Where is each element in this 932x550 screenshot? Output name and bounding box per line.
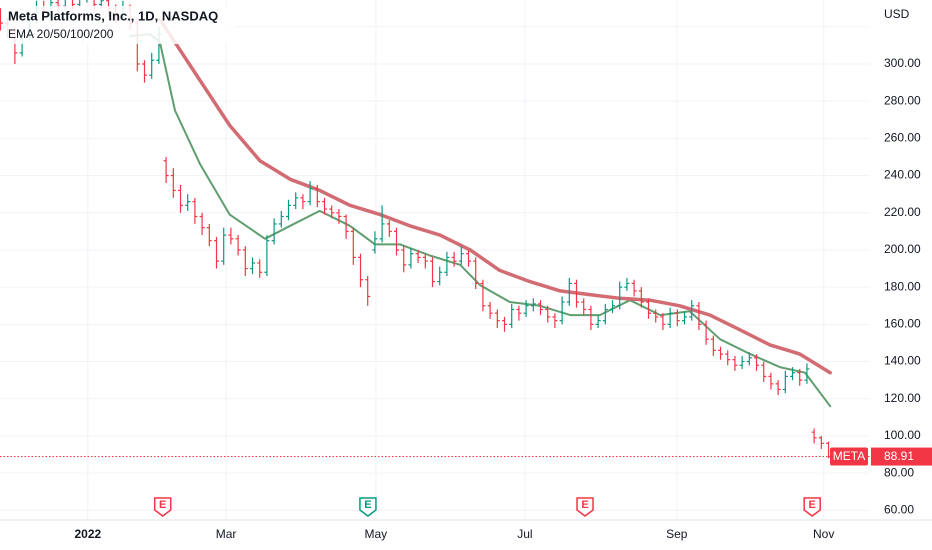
currency-label: USD bbox=[884, 7, 910, 21]
earnings-label: E bbox=[809, 499, 816, 511]
x-tick-label: Nov bbox=[813, 527, 834, 541]
x-tick-label: May bbox=[365, 527, 388, 541]
y-tick-label: 160.00 bbox=[884, 317, 921, 331]
symbol-badge bbox=[830, 447, 868, 466]
y-tick-label: 200.00 bbox=[884, 242, 921, 256]
x-tick-label: Mar bbox=[216, 527, 237, 541]
earnings-marker bbox=[359, 497, 377, 517]
y-tick-label: 60.00 bbox=[884, 503, 914, 517]
grid bbox=[0, 0, 870, 520]
y-tick-label: 260.00 bbox=[884, 131, 921, 145]
y-tick-label: 300.00 bbox=[884, 56, 921, 70]
earnings-marker bbox=[576, 497, 594, 517]
price-badge bbox=[871, 447, 932, 466]
x-tick-label: Jul bbox=[517, 527, 532, 541]
y-tick-label: 220.00 bbox=[884, 205, 921, 219]
price-label: 88.91 bbox=[884, 449, 914, 463]
y-tick-label: 280.00 bbox=[884, 93, 921, 107]
symbol-label: META bbox=[833, 449, 865, 463]
y-tick-label: 140.00 bbox=[884, 354, 921, 368]
earnings-marker bbox=[153, 497, 172, 517]
y-tick-label: 120.00 bbox=[884, 391, 921, 405]
legend-backdrop bbox=[4, 6, 236, 44]
x-tick-label: Sep bbox=[666, 527, 688, 541]
y-tick-label: 240.00 bbox=[884, 168, 921, 182]
earnings-label: E bbox=[364, 499, 371, 511]
earnings-label: E bbox=[581, 499, 588, 511]
currency-backdrop bbox=[871, 0, 932, 40]
chart-title: Meta Platforms, Inc., 1D, NASDAQ bbox=[8, 8, 218, 23]
y-tick-label: 100.00 bbox=[884, 428, 921, 442]
y-tick-label: 80.00 bbox=[884, 465, 914, 479]
plot-area bbox=[0, 0, 870, 459]
x-tick-label: 2022 bbox=[74, 527, 101, 541]
indicator-legend: EMA 20/50/100/200 bbox=[8, 27, 114, 41]
earnings-marker bbox=[803, 497, 821, 517]
earnings-label: E bbox=[159, 499, 166, 511]
y-tick-label: 180.00 bbox=[884, 279, 921, 293]
ema-line bbox=[129, 33, 832, 408]
ema-line bbox=[158, 17, 832, 375]
